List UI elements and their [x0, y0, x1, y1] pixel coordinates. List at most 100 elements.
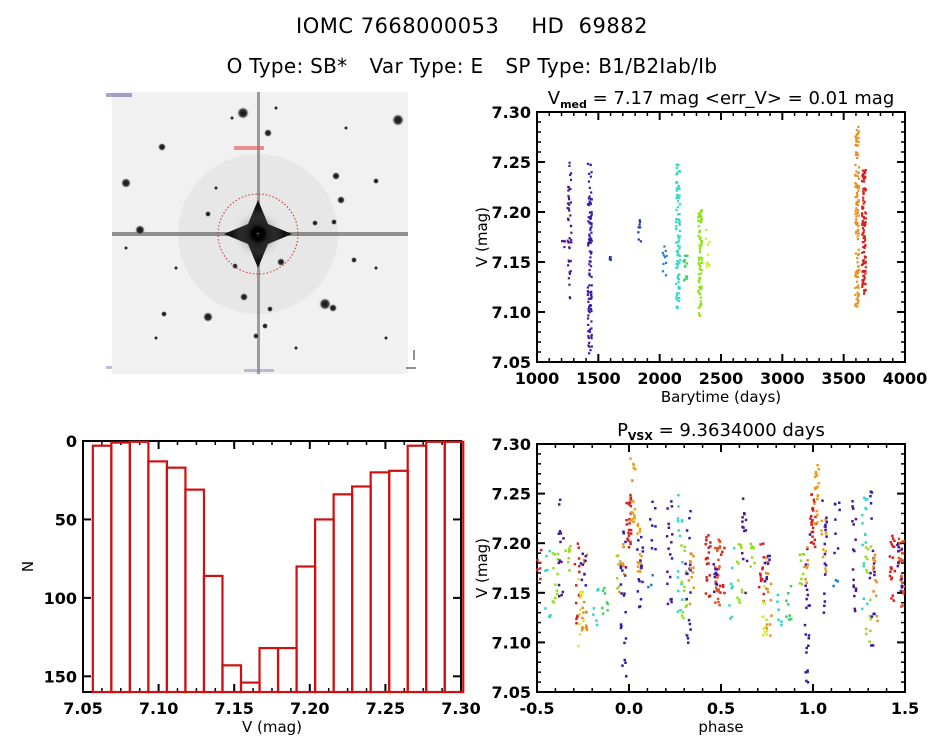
data-point — [677, 280, 680, 284]
data-point — [900, 605, 903, 608]
hd-id: HD 69882 — [531, 14, 648, 38]
data-point — [813, 475, 817, 479]
data-point — [713, 566, 717, 569]
data-point — [675, 220, 678, 224]
data-point — [587, 242, 590, 245]
x-tick-label: 1.5 — [891, 699, 919, 718]
data-point — [590, 275, 593, 278]
data-point — [675, 181, 679, 184]
data-point — [750, 545, 754, 548]
data-point — [716, 549, 719, 552]
data-point — [677, 164, 680, 167]
data-point — [623, 574, 627, 577]
data-point — [854, 273, 857, 276]
data-point — [855, 138, 858, 141]
data-point — [637, 231, 640, 234]
data-point — [704, 557, 708, 561]
data-point — [862, 190, 865, 193]
data-point — [699, 287, 702, 291]
data-point — [678, 222, 681, 225]
data-point — [863, 234, 866, 238]
data-point — [700, 244, 703, 247]
data-point — [675, 241, 678, 244]
data-point — [588, 341, 591, 344]
data-point — [684, 562, 687, 566]
data-point — [698, 216, 701, 219]
data-point — [824, 563, 828, 567]
data-point — [900, 548, 904, 551]
field-star — [154, 336, 158, 340]
data-point — [568, 161, 571, 164]
field-star — [237, 107, 249, 119]
data-point — [854, 587, 858, 590]
data-point — [823, 600, 827, 603]
data-point — [568, 203, 571, 206]
data-point — [590, 297, 593, 300]
data-point — [857, 224, 860, 228]
data-point — [731, 585, 734, 588]
data-point — [862, 261, 865, 264]
data-point — [586, 317, 590, 320]
data-point — [567, 264, 570, 267]
data-point — [587, 180, 591, 183]
data-point — [590, 213, 593, 216]
data-point — [587, 330, 590, 333]
data-point — [692, 566, 695, 569]
data-point — [569, 201, 573, 204]
y-tick-label: 7.05 — [492, 353, 531, 372]
data-point — [862, 229, 865, 232]
data-point — [568, 569, 571, 572]
data-point — [705, 262, 708, 265]
data-point — [665, 254, 668, 258]
data-point — [814, 472, 818, 476]
data-point — [862, 177, 866, 180]
data-point — [861, 284, 864, 287]
data-point — [741, 516, 744, 519]
data-point — [855, 230, 858, 233]
data-point — [813, 501, 816, 504]
data-point — [815, 509, 819, 513]
data-point — [854, 212, 857, 215]
data-point — [762, 592, 765, 596]
data-point — [897, 537, 901, 541]
data-point — [699, 296, 703, 299]
data-point — [619, 626, 623, 630]
data-point — [587, 216, 590, 219]
data-point — [801, 553, 804, 556]
data-point — [589, 307, 593, 311]
data-point — [866, 571, 869, 574]
data-point — [637, 562, 640, 565]
data-point — [623, 658, 626, 662]
data-point — [901, 552, 905, 555]
data-point — [678, 258, 682, 262]
data-point — [707, 551, 711, 554]
data-point — [557, 561, 561, 565]
data-point — [588, 201, 591, 205]
data-point — [568, 164, 571, 167]
data-point — [590, 239, 593, 243]
data-point — [587, 297, 590, 300]
data-point — [639, 570, 642, 573]
data-point — [873, 553, 877, 557]
data-point — [822, 548, 825, 551]
field-star — [230, 116, 234, 120]
data-point — [865, 602, 869, 606]
data-point — [638, 605, 641, 609]
data-point — [698, 213, 701, 217]
data-point — [864, 188, 867, 191]
data-point — [567, 202, 570, 205]
data-point — [632, 463, 636, 467]
data-point — [863, 200, 866, 203]
data-point — [562, 537, 565, 540]
data-point — [862, 562, 866, 565]
data-point — [676, 520, 680, 523]
data-point — [590, 222, 593, 225]
data-point — [676, 244, 679, 247]
data-point — [721, 583, 725, 587]
data-point — [740, 551, 744, 555]
data-point — [587, 314, 590, 317]
data-point — [676, 274, 679, 277]
data-point — [813, 487, 817, 491]
data-point — [854, 293, 857, 296]
data-point — [698, 263, 701, 266]
